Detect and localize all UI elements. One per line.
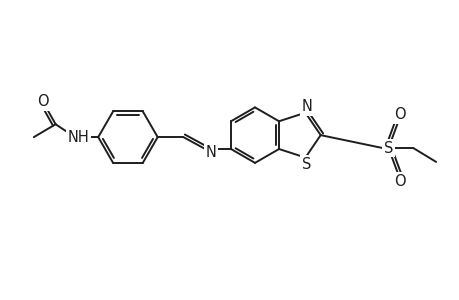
Text: N: N — [301, 99, 312, 114]
Text: S: S — [301, 157, 310, 172]
Text: N: N — [205, 146, 216, 160]
Text: O: O — [37, 94, 49, 109]
Text: O: O — [394, 174, 405, 189]
Text: O: O — [394, 107, 405, 122]
Text: S: S — [383, 140, 392, 155]
Text: NH: NH — [67, 130, 89, 145]
